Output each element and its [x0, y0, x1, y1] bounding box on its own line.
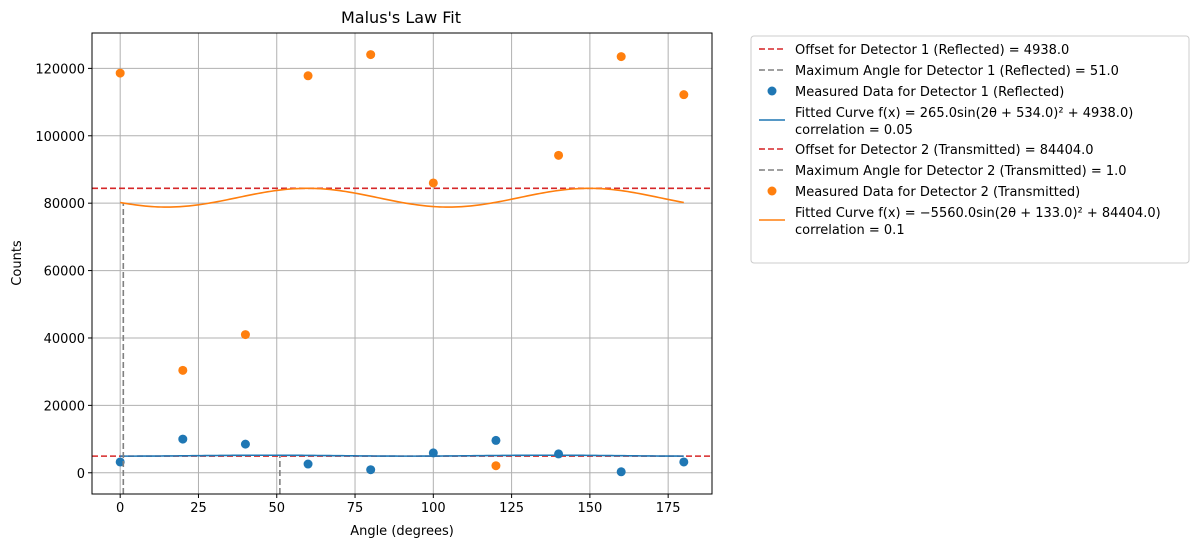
x-tick-label: 100 [421, 501, 446, 516]
data-point-detector1 [554, 449, 564, 459]
legend-text-6: Measured Data for Detector 2 (Transmitte… [795, 185, 1080, 200]
legend-text-5: Maximum Angle for Detector 2 (Transmitte… [795, 164, 1127, 179]
data-point-detector2 [240, 330, 250, 340]
x-tick-label: 75 [347, 501, 364, 516]
data-point-detector2 [115, 68, 125, 78]
grid-lines [92, 33, 712, 494]
axes-frame [91, 32, 713, 495]
data-point-detector2 [303, 71, 313, 81]
data-point-detector2 [178, 365, 188, 375]
data-point-detector1 [491, 435, 501, 445]
legend-text-7: Fitted Curve f(x) = −5560.0sin(2θ + 133.… [795, 206, 1161, 221]
y-tick-label: 100000 [35, 130, 85, 145]
x-tick-label: 175 [656, 501, 681, 516]
x-tick-label: 50 [268, 501, 285, 516]
data-point-detector1 [303, 459, 313, 469]
y-tick-label: 60000 [44, 265, 85, 280]
legend-text-3: correlation = 0.05 [795, 123, 913, 138]
data-point-detector2 [428, 178, 438, 188]
legend-text-1: Maximum Angle for Detector 1 (Reflected)… [795, 64, 1119, 79]
data-point-detector1 [616, 467, 626, 477]
data-point-detector2 [679, 90, 689, 100]
legend-text-0: Offset for Detector 1 (Reflected) = 4938… [795, 43, 1069, 58]
fit-curve-detector1 [120, 454, 684, 457]
x-tick-label: 0 [116, 501, 124, 516]
chart-title: Malus's Law Fit [341, 8, 461, 27]
legend-box [750, 35, 1190, 264]
legend-text-3: Fitted Curve f(x) = 265.0sin(2θ + 534.0)… [795, 106, 1133, 121]
x-axis-ticks: 0 25 50 75 100 125 150 175 [116, 494, 681, 516]
x-tick-label: 150 [577, 501, 602, 516]
data-point-detector1 [428, 448, 438, 458]
x-tick-label: 125 [499, 501, 524, 516]
y-tick-label: 20000 [44, 399, 85, 414]
y-tick-label: 40000 [44, 332, 85, 347]
legend-marker-2 [767, 86, 777, 96]
plot-area [92, 50, 712, 494]
data-point-detector1 [240, 439, 250, 449]
legend-text-4: Offset for Detector 2 (Transmitted) = 84… [795, 143, 1094, 158]
y-tick-label: 0 [77, 467, 85, 482]
data-point-detector2 [554, 150, 564, 160]
legend-text-2: Measured Data for Detector 1 (Reflected) [795, 85, 1064, 100]
y-axis-ticks: 0 20000 40000 60000 80000 100000 120000 [35, 62, 92, 482]
x-axis-label: Angle (degrees) [350, 524, 454, 539]
legend: Offset for Detector 1 (Reflected) = 4938… [750, 35, 1190, 264]
fit-curve-detector2 [120, 187, 684, 208]
data-point-detector1 [366, 465, 376, 475]
data-point-detector1 [115, 457, 125, 467]
y-tick-label: 80000 [44, 197, 85, 212]
data-point-detector1 [679, 457, 689, 467]
legend-text-7: correlation = 0.1 [795, 223, 905, 238]
y-axis-label: Counts [10, 240, 25, 286]
y-tick-label: 120000 [35, 62, 85, 77]
x-tick-label: 25 [190, 501, 207, 516]
data-point-detector2 [491, 461, 501, 471]
data-point-detector2 [616, 52, 626, 62]
legend-marker-6 [767, 186, 777, 196]
data-point-detector1 [178, 434, 188, 444]
data-point-detector2 [366, 50, 376, 60]
